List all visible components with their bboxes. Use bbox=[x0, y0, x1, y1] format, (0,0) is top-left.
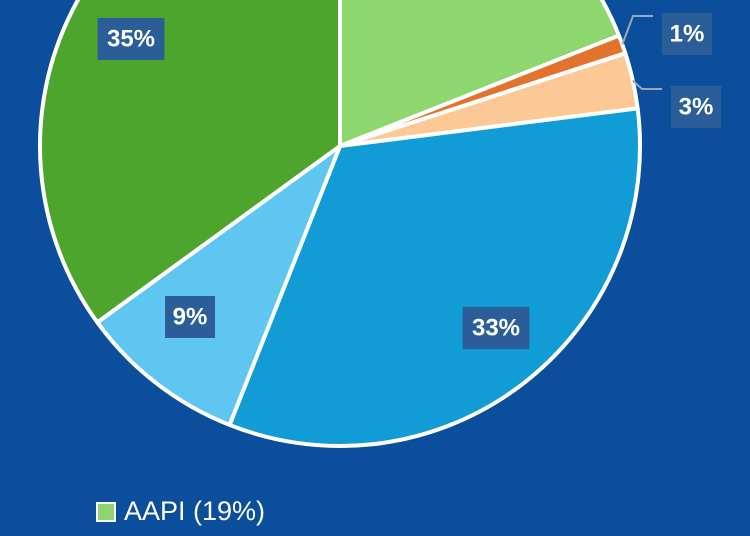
legend: AAPI (19%) bbox=[96, 496, 265, 527]
pie-slice-0 bbox=[338, 0, 621, 148]
data-label-text-2: 3% bbox=[679, 94, 714, 121]
leader-line-2 bbox=[632, 79, 662, 90]
leader-line-1 bbox=[621, 15, 653, 45]
pie-slice-5 bbox=[37, 0, 342, 325]
data-label-text-3: 33% bbox=[472, 315, 520, 342]
pie-slices bbox=[37, 0, 642, 448]
data-label-4: 9% bbox=[165, 296, 215, 338]
data-label-2: 3% bbox=[671, 86, 721, 128]
data-label-box-4 bbox=[165, 296, 215, 338]
legend-swatch-aapi bbox=[96, 501, 116, 522]
data-label-box-1 bbox=[662, 13, 712, 55]
legend-label-aapi: AAPI (19%) bbox=[124, 496, 266, 526]
data-label-5: 35% bbox=[97, 18, 165, 60]
data-label-3: 33% bbox=[462, 307, 530, 349]
pie-slice-4 bbox=[95, 144, 342, 427]
data-labels: 1% 3% 33% 9% 35% bbox=[97, 13, 721, 349]
leader-lines bbox=[621, 15, 662, 90]
data-label-box-5 bbox=[97, 18, 165, 60]
data-label-1: 1% bbox=[662, 13, 712, 55]
data-label-text-4: 9% bbox=[173, 304, 208, 331]
data-label-box-2 bbox=[671, 86, 721, 128]
pie-slice-3 bbox=[227, 106, 642, 448]
data-label-text-5: 35% bbox=[107, 26, 155, 53]
data-label-box-3 bbox=[462, 307, 530, 349]
data-label-text-1: 1% bbox=[670, 21, 705, 48]
